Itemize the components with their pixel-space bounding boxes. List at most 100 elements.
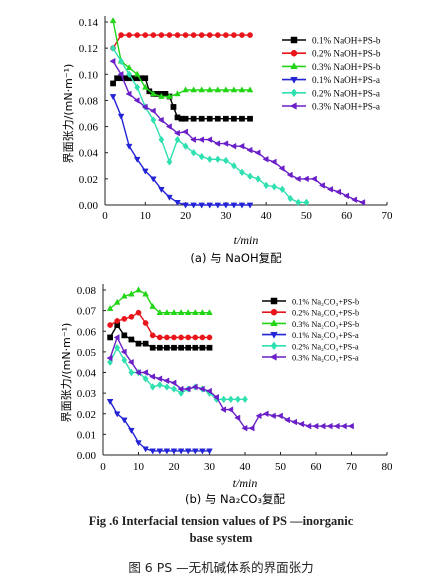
data-point	[199, 309, 206, 316]
data-point	[351, 196, 358, 204]
data-point	[206, 136, 213, 143]
data-point	[133, 156, 141, 163]
caption-english: Fig .6 Interfacial tension values of PS …	[30, 513, 412, 547]
legend-label: 0.1% Na₂CO₃+PS-b	[292, 298, 359, 307]
data-point	[150, 116, 157, 124]
data-point	[178, 344, 184, 351]
legend: 0.1% Na₂CO₃+PS-b 0.2% Na₂CO₃+PS-b 0.3% Na₂…	[262, 298, 359, 363]
data-point	[158, 186, 165, 193]
y-tick-label: 0.02	[79, 174, 98, 186]
data-point	[199, 344, 206, 351]
data-point	[142, 446, 149, 453]
data-point	[121, 316, 128, 322]
data-point	[170, 448, 178, 455]
data-point	[135, 340, 142, 347]
y-tick-label: 0.03	[77, 388, 97, 400]
data-point	[117, 113, 125, 120]
data-point	[247, 32, 253, 38]
data-point	[157, 116, 164, 124]
data-point	[214, 202, 222, 209]
data-point	[214, 86, 222, 93]
data-point	[171, 344, 177, 351]
data-point	[184, 385, 191, 393]
legend-marker	[290, 88, 298, 98]
x-tick-label: 50	[275, 461, 287, 473]
data-point	[134, 369, 141, 376]
series-5	[107, 343, 248, 404]
data-point	[118, 57, 125, 66]
data-point	[128, 290, 135, 297]
legend-label: 0.1% NaOH+PS-b	[312, 36, 381, 46]
chart-subtitle: (a) 与 NaOH复配	[190, 251, 282, 265]
data-point	[326, 186, 333, 193]
data-point	[135, 309, 142, 316]
data-point	[109, 17, 117, 24]
series-1	[110, 75, 253, 122]
data-point	[128, 336, 135, 343]
x-tick-label: 60	[341, 210, 353, 222]
x-tick-label: 10	[140, 210, 152, 222]
data-point	[166, 92, 173, 99]
data-point	[262, 410, 269, 418]
data-point	[182, 142, 189, 150]
data-point	[156, 381, 163, 389]
x-tick-label: 20	[169, 461, 181, 473]
y-tick-label: 0.04	[77, 368, 97, 380]
data-point	[231, 32, 237, 38]
data-point	[121, 356, 128, 364]
data-point	[198, 385, 205, 393]
data-point	[156, 334, 163, 341]
chart-subtitle: (b) 与 Na₂CO₃复配	[185, 492, 286, 506]
legend-marker	[270, 297, 278, 305]
data-point	[156, 344, 163, 351]
data-point	[227, 395, 234, 404]
data-point	[128, 427, 135, 434]
data-point	[113, 334, 120, 341]
data-point	[128, 368, 135, 377]
data-point	[174, 135, 181, 144]
data-point	[305, 422, 312, 430]
series-line	[112, 47, 307, 204]
y-tick-label: 0.08	[79, 95, 99, 107]
data-point	[189, 136, 196, 143]
chart-a: 0 10 20 30 40 50 60 70 0.00 0.02 0.04 0.06 0.08 0.10 0…	[62, 16, 393, 265]
x-axis-label: t/min	[234, 233, 259, 247]
data-point	[190, 202, 197, 209]
data-point	[241, 424, 248, 432]
x-axis-label: t/min	[233, 476, 258, 490]
data-point	[199, 334, 206, 341]
data-point	[303, 198, 310, 207]
data-point	[246, 202, 254, 209]
data-point	[192, 344, 199, 351]
y-tick-label: 0.10	[79, 69, 99, 81]
legend-marker	[290, 76, 298, 84]
data-point	[247, 172, 253, 181]
data-point	[206, 32, 213, 38]
data-point	[294, 175, 301, 183]
legend-marker	[290, 36, 298, 44]
data-point	[206, 86, 214, 93]
legend-marker	[269, 353, 277, 361]
data-point	[158, 92, 165, 99]
y-tick-label: 0.00	[79, 200, 99, 212]
data-point	[295, 198, 302, 207]
data-point	[206, 115, 213, 122]
x-tick-label: 30	[220, 210, 232, 222]
legend-marker	[290, 49, 298, 57]
data-point	[120, 348, 127, 356]
data-point	[150, 32, 157, 38]
data-point	[319, 422, 326, 430]
series-3	[109, 17, 254, 99]
data-point	[163, 309, 171, 316]
data-point	[206, 309, 213, 316]
data-point	[142, 290, 149, 297]
series-6	[106, 334, 354, 432]
y-tick-label: 0.00	[77, 450, 97, 462]
data-point	[238, 86, 246, 93]
data-point	[222, 156, 229, 165]
data-point	[113, 298, 121, 305]
data-point	[220, 395, 227, 404]
series-5	[110, 44, 310, 207]
y-tick-label: 0.05	[77, 347, 97, 359]
data-point	[234, 395, 241, 404]
